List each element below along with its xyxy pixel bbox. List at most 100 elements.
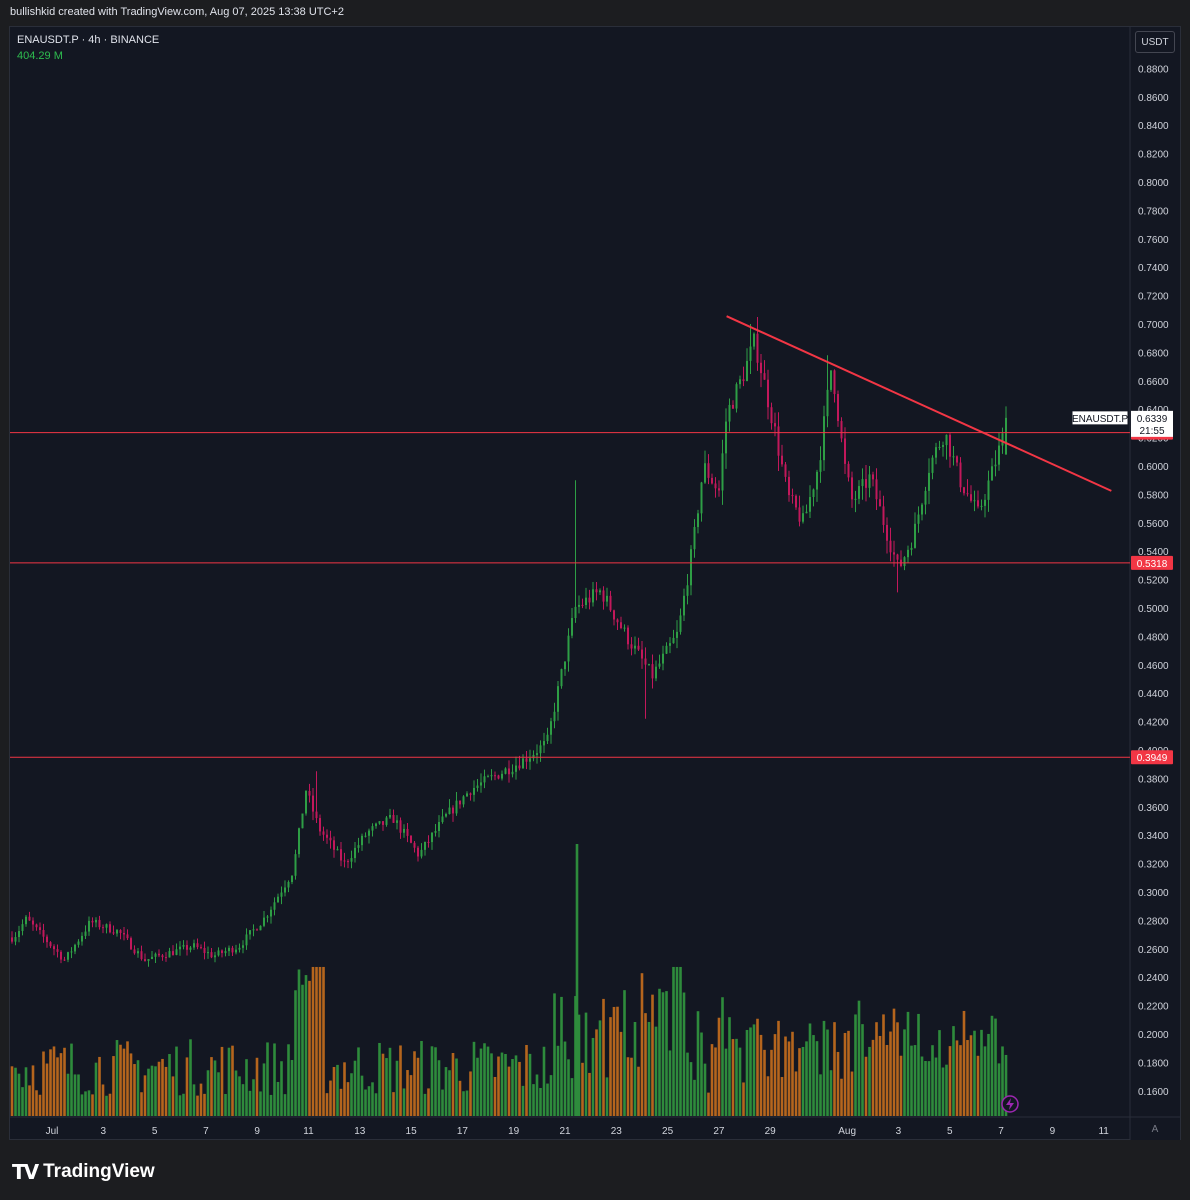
volume-bar	[556, 1045, 560, 1116]
candle-body	[774, 423, 776, 427]
volume-bar	[871, 1039, 875, 1116]
volume-bar	[707, 1092, 710, 1116]
volume-bar	[24, 1067, 28, 1116]
candle-body	[907, 549, 909, 558]
candle-body	[70, 951, 73, 953]
volume-bar	[444, 1067, 448, 1116]
volume-bar	[336, 1064, 339, 1116]
candle-body	[413, 842, 416, 848]
candle-body	[658, 663, 661, 667]
volume-bar	[535, 1074, 539, 1116]
auto-scale-button[interactable]: A	[1151, 1124, 1159, 1135]
candle-body	[714, 483, 717, 489]
candle-body	[28, 916, 31, 921]
candle-body	[791, 495, 794, 497]
candle-body	[21, 924, 24, 932]
candle-body	[588, 597, 591, 603]
candle-body	[417, 847, 419, 857]
candle-body	[228, 947, 230, 952]
top-bar: bullishkid created with TradingView.com,…	[0, 0, 1190, 26]
y-tick-label: 0.5000	[1138, 604, 1169, 615]
volume-bar	[259, 1091, 262, 1116]
price-axis-bg	[1130, 27, 1180, 1140]
volume-bar	[962, 1010, 966, 1116]
currency-button[interactable]: USDT	[1135, 31, 1175, 53]
y-tick-label: 0.5800	[1138, 490, 1169, 501]
volume-bar	[406, 1070, 409, 1116]
candle-body	[532, 754, 535, 759]
volume-bar	[966, 1040, 969, 1116]
candle-body	[805, 511, 808, 514]
candle-body	[214, 955, 216, 958]
volume-bar	[199, 1083, 203, 1116]
volume-bar	[647, 1021, 651, 1116]
candle-body	[441, 816, 444, 823]
candle-body	[462, 796, 465, 805]
volume-bar	[843, 1032, 847, 1116]
volume-bar	[528, 1053, 532, 1116]
volume-bar	[234, 1070, 238, 1116]
volume-bar	[493, 1076, 497, 1116]
volume-bar	[301, 984, 304, 1116]
candle-body	[469, 793, 472, 795]
volume-bar	[791, 1031, 794, 1116]
candle-body	[452, 807, 454, 814]
volume-bar	[402, 1088, 406, 1116]
candle-body	[655, 666, 657, 679]
candle-body	[266, 916, 269, 918]
candle-body	[322, 831, 325, 835]
volume-bar	[892, 1008, 896, 1116]
volume-bar	[623, 990, 626, 1116]
x-tick-label: 9	[1050, 1126, 1056, 1137]
price-chart[interactable]: 0.8800 0.8600 0.8400 0.8200 0.8000 0.7800 0.76…	[0, 0, 1190, 1141]
candle-body	[606, 595, 608, 602]
volume-bar	[255, 1057, 259, 1116]
volume-bar	[353, 1060, 357, 1116]
y-tick-label: 0.4600	[1138, 661, 1169, 672]
candle-body	[189, 947, 192, 950]
volume-bar	[626, 1057, 630, 1116]
y-tick-label: 0.1800	[1138, 1058, 1169, 1069]
volume-bar	[392, 1092, 395, 1116]
volume-bar	[140, 1092, 143, 1116]
candle-body	[539, 745, 542, 754]
candle-body	[438, 822, 440, 832]
candle-body	[550, 721, 552, 735]
candle-body	[102, 927, 104, 929]
candle-body	[161, 955, 164, 958]
volume-bar	[325, 1093, 329, 1116]
volume-bar	[409, 1075, 413, 1116]
volume-bar	[154, 1066, 157, 1116]
volume-bar	[941, 1067, 945, 1116]
candle-body	[686, 585, 689, 596]
candle-body	[98, 919, 101, 928]
candle-body	[760, 362, 762, 374]
volume-bar	[756, 1018, 759, 1116]
y-tick-label: 0.3400	[1138, 831, 1169, 842]
candle-body	[942, 445, 944, 447]
candle-body	[613, 610, 615, 620]
volume-bar	[812, 1035, 815, 1116]
footer	[0, 1141, 1190, 1200]
candle-body	[571, 618, 573, 636]
candle-body	[207, 952, 209, 954]
candle-body	[728, 404, 731, 422]
candle-body	[133, 949, 136, 954]
y-tick-label: 0.5400	[1138, 547, 1169, 558]
candle-body	[231, 947, 234, 953]
candle-body	[42, 930, 45, 937]
tradingview-logo[interactable]: TV TradingView	[12, 1160, 155, 1184]
candle-body	[238, 947, 241, 950]
volume-bar	[105, 1095, 108, 1116]
candle-body	[781, 455, 783, 465]
volume-bar	[374, 1093, 378, 1116]
volume-bar	[546, 1083, 549, 1116]
volume-bar	[651, 994, 654, 1116]
volume-bar	[388, 1047, 392, 1116]
volume-bar	[357, 1047, 360, 1116]
candle-body	[361, 835, 363, 846]
volume-bar	[231, 1045, 234, 1116]
volume-bar	[836, 1051, 840, 1116]
candle-body	[319, 818, 321, 832]
candle-body	[665, 645, 668, 654]
